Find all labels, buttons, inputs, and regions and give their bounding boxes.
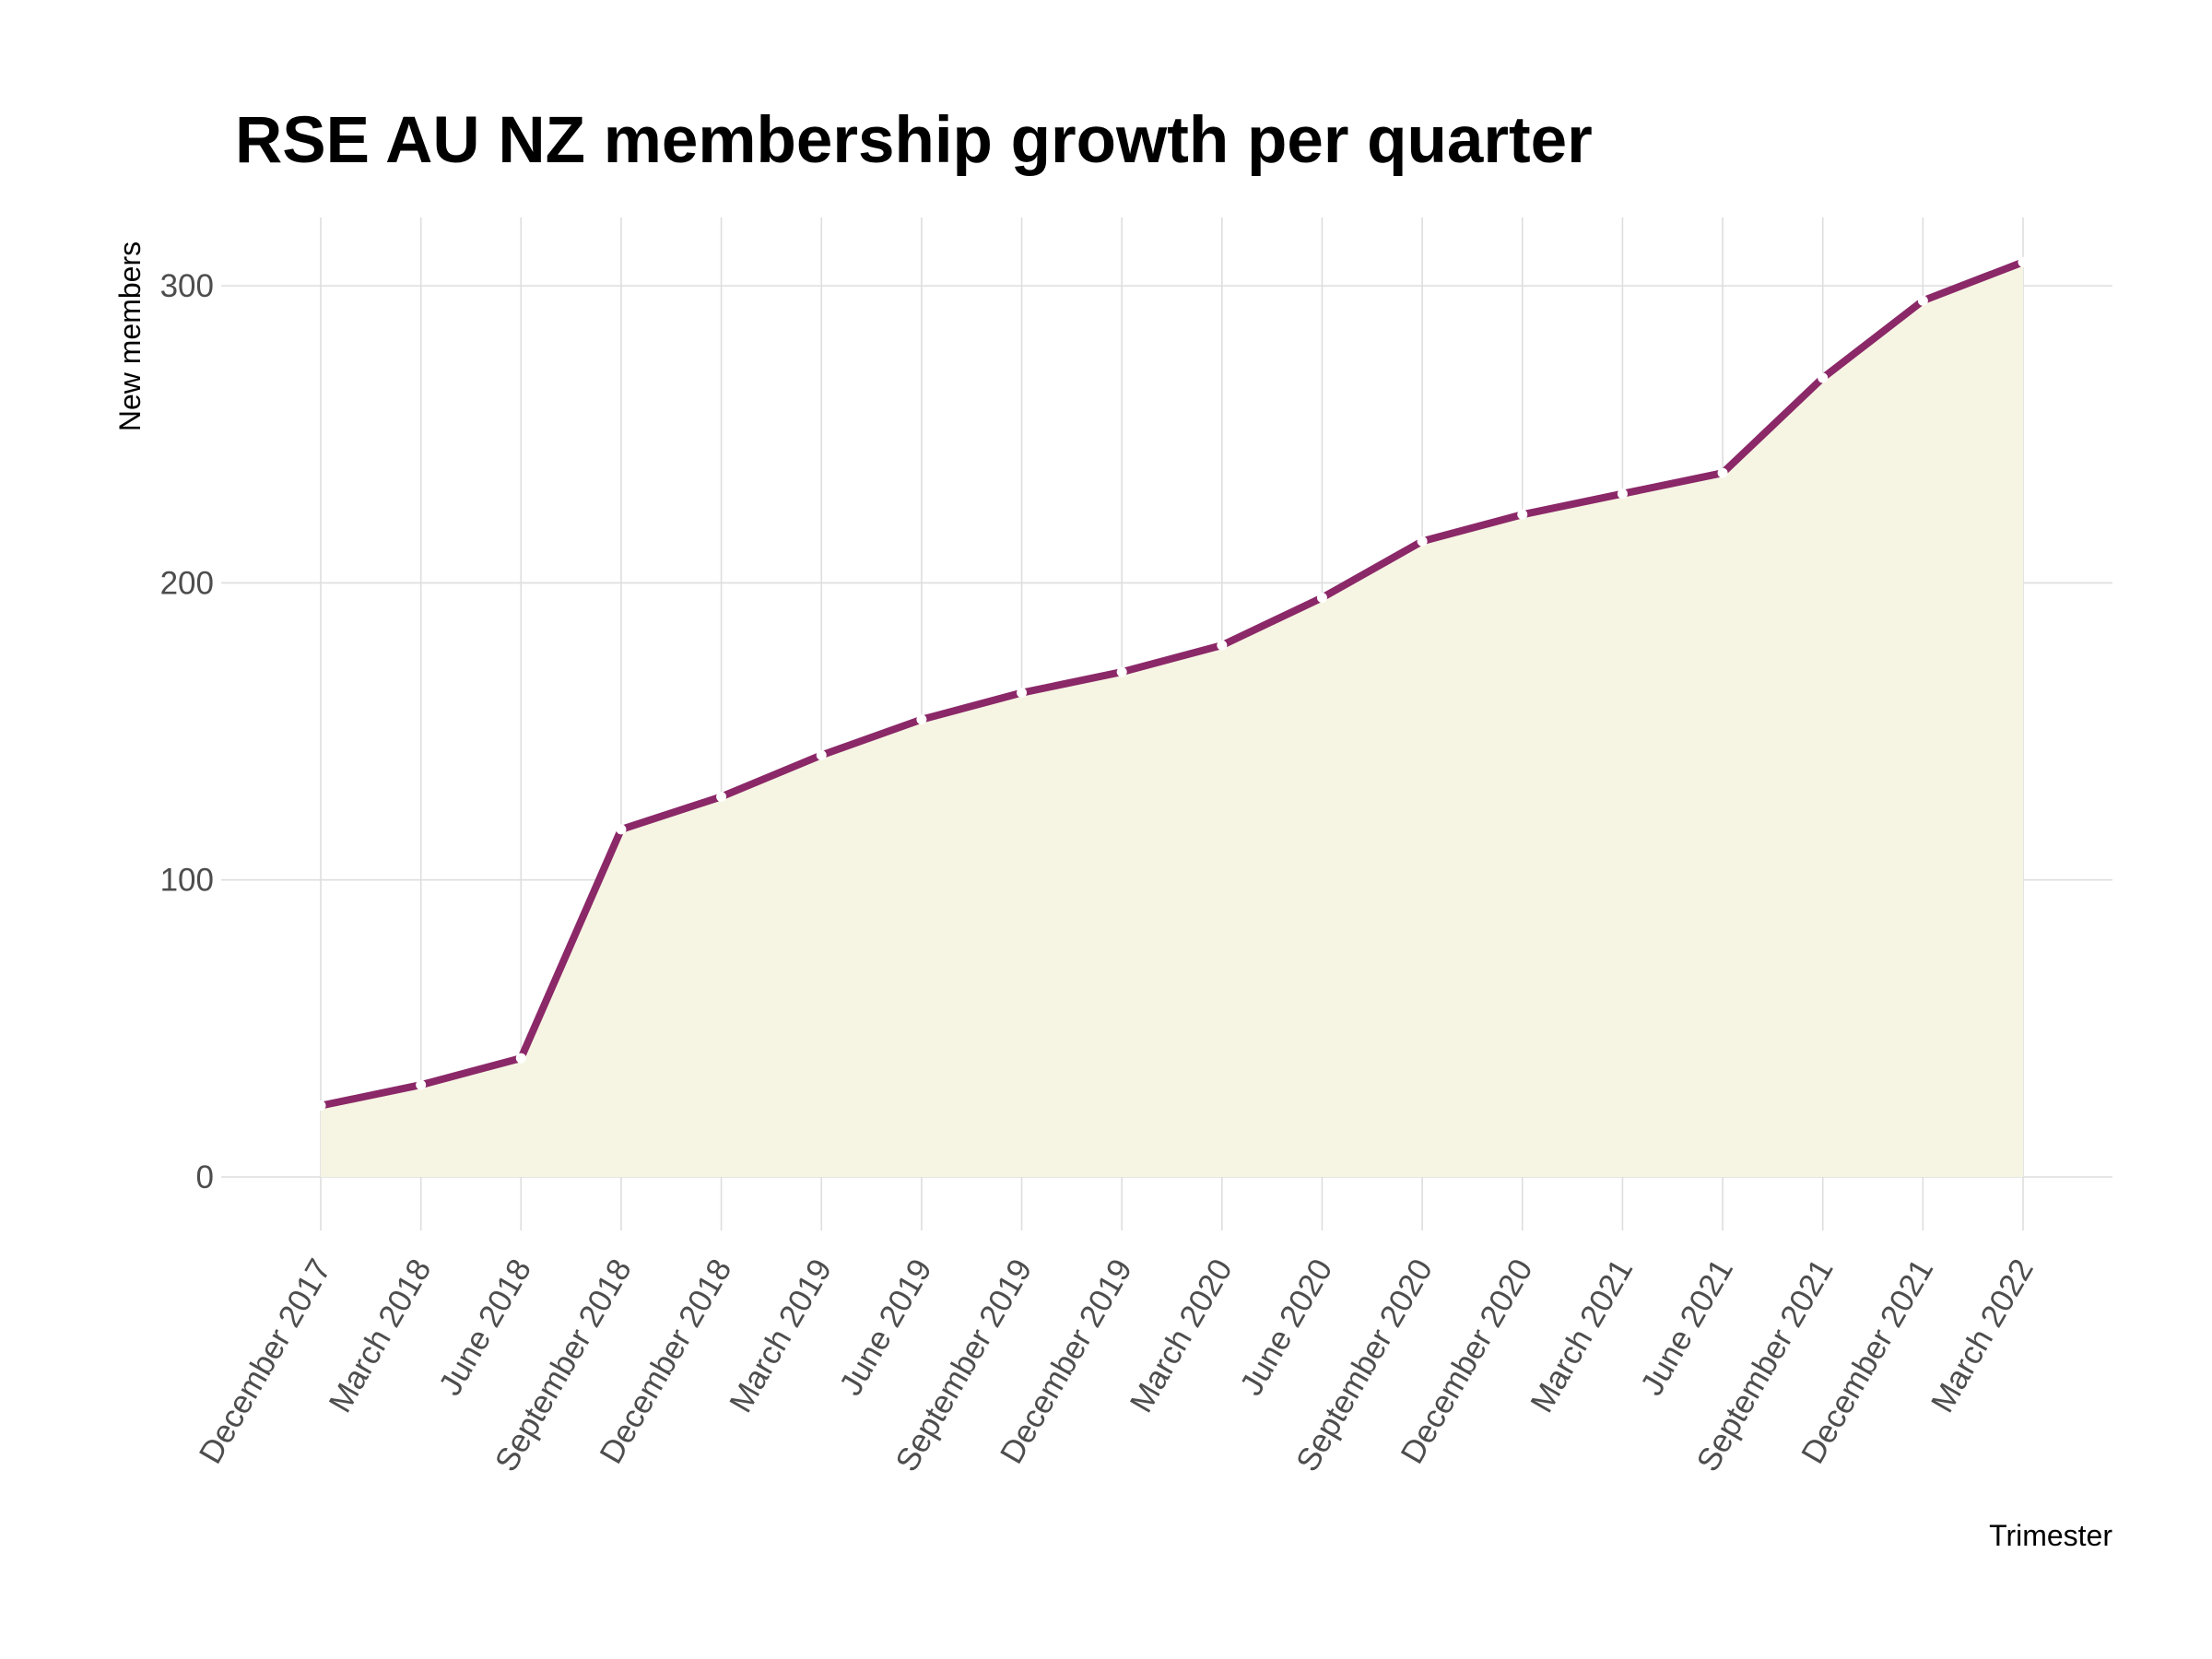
data-point — [1617, 488, 1628, 500]
data-point — [1517, 509, 1528, 520]
x-tick-label: March 2021 — [1524, 1253, 1640, 1419]
data-point — [1717, 467, 1728, 478]
x-tick-label: June 2018 — [432, 1253, 539, 1402]
data-point — [1417, 535, 1428, 547]
area-layer — [321, 262, 2023, 1177]
y-tick-label: 200 — [160, 565, 214, 601]
data-point — [616, 824, 627, 835]
data-point — [1217, 640, 1228, 651]
x-tick-label: December 2017 — [193, 1253, 338, 1470]
y-tick-label: 0 — [196, 1159, 214, 1195]
x-tick-label: June 2020 — [1233, 1253, 1340, 1402]
data-point — [416, 1079, 427, 1090]
data-point — [816, 749, 827, 760]
y-axis-title: New members — [113, 241, 147, 431]
data-point — [1316, 593, 1327, 604]
data-point — [515, 1053, 526, 1064]
data-point — [1917, 295, 1928, 306]
x-axis-title: Trimester — [1989, 1519, 2112, 1552]
y-tick-label: 100 — [160, 863, 214, 899]
data-point — [1818, 372, 1829, 383]
point-layer — [315, 256, 2029, 1112]
data-point — [916, 714, 927, 725]
x-tick-label: June 2019 — [832, 1253, 939, 1402]
data-point — [1017, 688, 1028, 699]
data-point — [1116, 666, 1127, 677]
data-point — [716, 791, 727, 802]
data-point — [315, 1100, 326, 1112]
x-tick-label: March 2019 — [723, 1253, 839, 1419]
y-tick-label: 300 — [160, 268, 214, 304]
line-layer — [317, 258, 2027, 1110]
x-tick-label: March 2022 — [1924, 1253, 2041, 1419]
data-point — [2018, 256, 2029, 267]
area-fill — [321, 262, 2023, 1177]
chart-title: RSE AU NZ membership growth per quarter — [235, 104, 1593, 177]
x-tick-label: March 2018 — [322, 1253, 438, 1419]
series-line — [317, 258, 2027, 1110]
x-tick-label: June 2021 — [1633, 1253, 1740, 1402]
x-tick-label: March 2020 — [1124, 1253, 1240, 1419]
